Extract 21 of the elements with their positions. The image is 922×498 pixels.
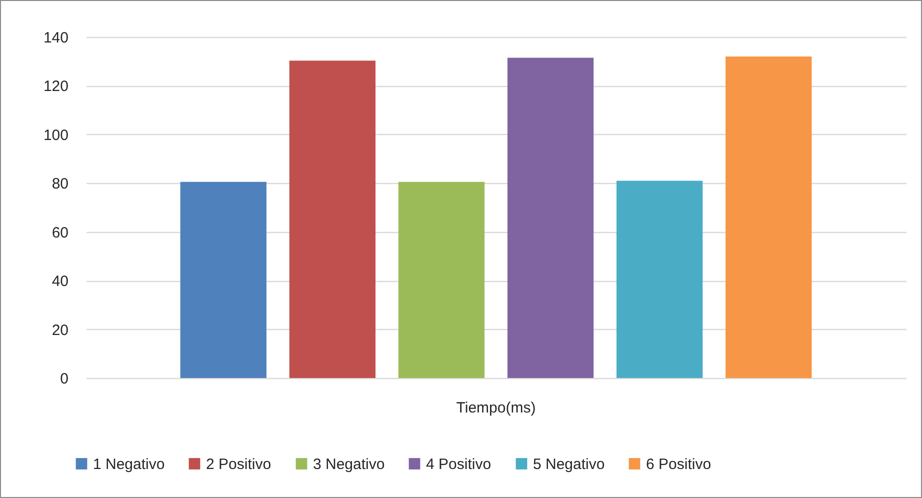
legend-label: 1 Negativo [93,456,165,473]
bar [180,182,266,378]
legend-label: 6 Positivo [646,456,712,473]
y-tick-label: 80 [52,176,68,193]
y-tick-label: 120 [43,78,68,96]
legend-label: 5 Negativo [533,456,605,473]
legend-label: 2 Positivo [206,456,272,473]
legend-label: 3 Negativo [313,456,385,473]
y-tick-label: 20 [52,322,68,339]
y-tick-label: 40 [52,273,68,290]
bar [616,180,703,378]
x-tick-label: Tiempo(ms) [456,400,536,416]
bar [726,56,812,378]
y-tick-label: 100 [43,126,68,144]
y-tick-label: 0 [60,370,68,388]
legend-label: 4 Positivo [426,456,492,473]
y-tick-label: 140 [43,30,68,46]
y-tick-label: 60 [52,224,68,242]
bar [507,58,594,378]
bar [289,60,376,378]
bar [398,182,485,378]
